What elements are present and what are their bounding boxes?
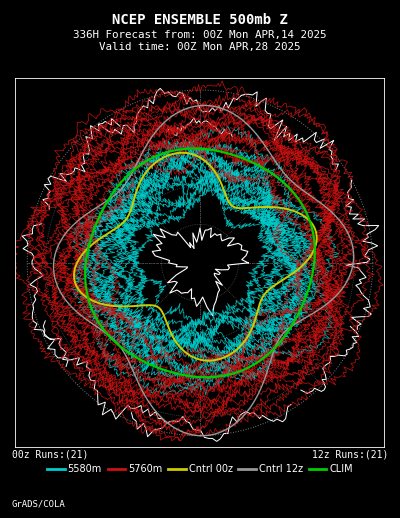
Text: Valid time: 00Z Mon APR,28 2025: Valid time: 00Z Mon APR,28 2025 bbox=[99, 42, 301, 52]
Text: GrADS/COLA: GrADS/COLA bbox=[12, 500, 66, 509]
Polygon shape bbox=[152, 228, 248, 316]
Text: 00z Runs:(21): 00z Runs:(21) bbox=[12, 449, 88, 459]
Text: NCEP ENSEMBLE 500mb Z: NCEP ENSEMBLE 500mb Z bbox=[112, 13, 288, 27]
Text: 12z Runs:(21): 12z Runs:(21) bbox=[312, 449, 388, 459]
Text: 336H Forecast from: 00Z Mon APR,14 2025: 336H Forecast from: 00Z Mon APR,14 2025 bbox=[73, 30, 327, 39]
Legend: 5580m, 5760m, Cntrl 00z, Cntrl 12z, CLIM: 5580m, 5760m, Cntrl 00z, Cntrl 12z, CLIM bbox=[43, 460, 357, 478]
